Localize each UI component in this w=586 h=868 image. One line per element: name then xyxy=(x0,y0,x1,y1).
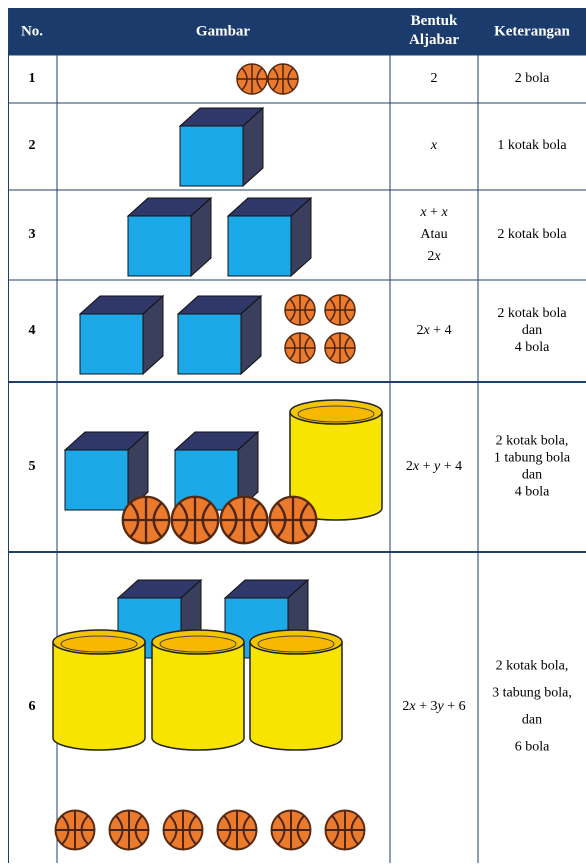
row-number: 2 xyxy=(29,138,36,153)
description: 2 kotak bola xyxy=(497,306,567,321)
description: dan xyxy=(522,713,542,728)
header-cell: No. xyxy=(21,23,43,39)
description: 2 kotak bola xyxy=(497,227,567,242)
row-number: 3 xyxy=(29,227,36,242)
table-lines xyxy=(8,8,586,863)
algebra-form: 2 xyxy=(431,71,438,86)
description: 1 kotak bola xyxy=(497,138,567,153)
algebra-form: x xyxy=(430,138,438,153)
description: 2 bola xyxy=(515,71,550,86)
description: 4 bola xyxy=(515,340,550,355)
algebra-form: x + x xyxy=(419,205,448,220)
header-cell: Bentuk Aljabar xyxy=(409,13,459,48)
description: 4 bola xyxy=(515,485,550,500)
description: dan xyxy=(522,323,542,338)
algebra-form: Atau xyxy=(420,227,447,242)
description: dan xyxy=(522,468,542,483)
row-number: 1 xyxy=(29,71,36,86)
header-cell: Gambar xyxy=(196,23,251,39)
description: 1 tabung bola xyxy=(494,451,571,466)
description: 6 bola xyxy=(515,740,550,755)
algebra-form: 2x xyxy=(427,249,441,264)
description: 3 tabung bola, xyxy=(492,686,572,701)
drawings xyxy=(52,63,383,851)
row-number: 5 xyxy=(29,459,36,474)
row-number: 4 xyxy=(29,323,36,338)
header-cell: Keterangan xyxy=(494,23,570,39)
algebra-form: 2x + 4 xyxy=(416,323,451,338)
algebra-form: 2x + y + 4 xyxy=(406,459,462,474)
description: 2 kotak bola, xyxy=(496,434,569,449)
header-bg xyxy=(8,8,586,55)
algebra-form: 2x + 3y + 6 xyxy=(402,699,465,714)
description: 2 kotak bola, xyxy=(496,659,569,674)
row-number: 6 xyxy=(29,699,36,714)
